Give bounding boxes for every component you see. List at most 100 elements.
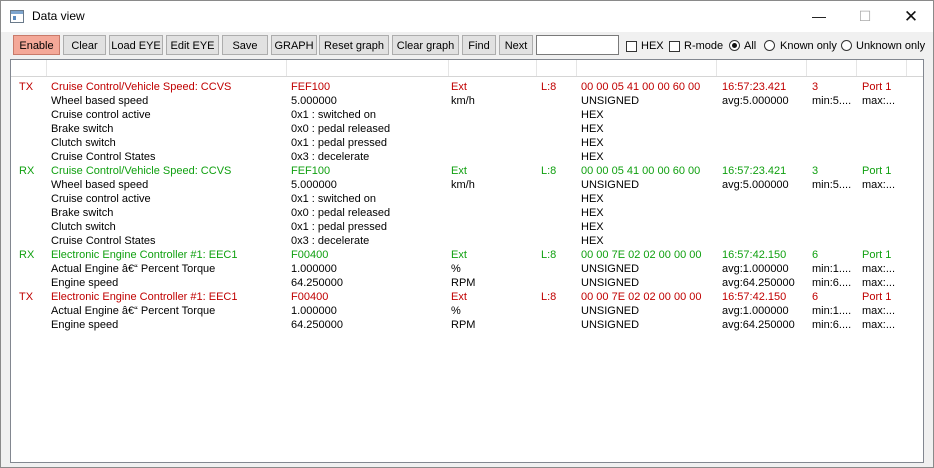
- message-row[interactable]: RX Electronic Engine Controller #1: EEC1 F…: [11, 248, 923, 262]
- value-cell: FEF100: [291, 165, 331, 177]
- filter-all-label: All: [744, 40, 757, 52]
- data-grid[interactable]: TX Cruise Control/Vehicle Speed: CCVS FEF1…: [10, 59, 924, 463]
- column-header-port[interactable]: [857, 60, 907, 76]
- save-button[interactable]: Save: [222, 35, 268, 55]
- signal-row[interactable]: Brake switch 0x0 : pedal released HEX: [11, 122, 923, 136]
- signal-row[interactable]: Engine speed 64.250000 RPM UNSIGNED avg:64.2…: [11, 318, 923, 332]
- column-header-length[interactable]: [537, 60, 577, 76]
- name-cell: Clutch switch: [51, 137, 116, 149]
- filter-known-only-radio[interactable]: [764, 40, 775, 51]
- load-eye-button[interactable]: Load EYE: [109, 35, 163, 55]
- value-cell: 0x0 : pedal released: [291, 123, 391, 135]
- reset-graph-button[interactable]: Reset graph: [319, 35, 389, 55]
- count-cell: 3: [812, 165, 819, 177]
- filter-unknown-only-radio[interactable]: [841, 40, 852, 51]
- r-mode-checkbox[interactable]: [669, 41, 680, 52]
- clear-graph-button[interactable]: Clear graph: [392, 35, 459, 55]
- name-cell: Brake switch: [51, 123, 114, 135]
- signal-row[interactable]: Cruise control active 0x1 : switched on HE…: [11, 108, 923, 122]
- time-cell: avg:5.000000: [722, 179, 789, 191]
- minimize-button[interactable]: —: [812, 8, 826, 24]
- unit-cell: RPM: [451, 319, 476, 331]
- search-input[interactable]: [536, 35, 619, 55]
- value-cell: 0x1 : pedal pressed: [291, 221, 388, 233]
- time-cell: 16:57:42.150: [722, 249, 787, 261]
- column-header-count[interactable]: [807, 60, 857, 76]
- column-header-time[interactable]: [717, 60, 807, 76]
- direction-cell: TX: [19, 291, 34, 303]
- count-cell: min:5....: [812, 95, 852, 107]
- port-cell: Port 1: [862, 291, 892, 303]
- signal-row[interactable]: Wheel based speed 5.000000 km/h UNSIGNED avg…: [11, 178, 923, 192]
- next-button[interactable]: Next: [499, 35, 533, 55]
- signal-row[interactable]: Cruise Control States 0x3 : decelerate HEX: [11, 234, 923, 248]
- port-cell: max:...: [862, 305, 896, 317]
- value-cell: F00400: [291, 291, 329, 303]
- signal-row[interactable]: Engine speed 64.250000 RPM UNSIGNED avg:64.2…: [11, 276, 923, 290]
- data-cell: HEX: [581, 207, 604, 219]
- name-cell: Cruise Control/Vehicle Speed: CCVS: [51, 165, 232, 177]
- close-button[interactable]: ✕: [903, 7, 919, 26]
- data-cell: UNSIGNED: [581, 179, 640, 191]
- data-cell: UNSIGNED: [581, 319, 640, 331]
- name-cell: Cruise Control States: [51, 235, 156, 247]
- message-row[interactable]: RX Cruise Control/Vehicle Speed: CCVS FEF1…: [11, 164, 923, 178]
- name-cell: Brake switch: [51, 207, 114, 219]
- data-cell: UNSIGNED: [581, 95, 640, 107]
- time-cell: avg:64.250000: [722, 277, 795, 289]
- window-title: Data view: [32, 9, 85, 23]
- signal-row[interactable]: Wheel based speed 5.000000 km/h UNSIGNED avg…: [11, 94, 923, 108]
- time-cell: 16:57:42.150: [722, 291, 787, 303]
- name-cell: Electronic Engine Controller #1: EEC1: [51, 249, 238, 261]
- clear-button[interactable]: Clear: [63, 35, 106, 55]
- port-cell: Port 1: [862, 249, 892, 261]
- data-cell: UNSIGNED: [581, 305, 640, 317]
- name-cell: Cruise Control States: [51, 151, 156, 163]
- length-cell: L:8: [541, 249, 557, 261]
- signal-row[interactable]: Brake switch 0x0 : pedal released HEX: [11, 206, 923, 220]
- port-cell: Port 1: [862, 81, 892, 93]
- name-cell: Engine speed: [51, 277, 119, 289]
- value-cell: 5.000000: [291, 179, 337, 191]
- unit-cell: Ext: [451, 165, 467, 177]
- data-cell: HEX: [581, 151, 604, 163]
- value-cell: 0x1 : switched on: [291, 109, 376, 121]
- column-header-name[interactable]: [47, 60, 287, 76]
- graph-button[interactable]: GRAPH: [271, 35, 317, 55]
- column-header-value[interactable]: [287, 60, 449, 76]
- signal-row[interactable]: Actual Engine â€“ Percent Torque 1.000000…: [11, 262, 923, 276]
- column-header-direction[interactable]: [11, 60, 47, 76]
- length-cell: L:8: [541, 291, 557, 303]
- data-cell: 00 00 05 41 00 00 60 00: [581, 165, 701, 177]
- hex-label: HEX: [641, 40, 664, 52]
- signal-row[interactable]: Cruise control active 0x1 : switched on HE…: [11, 192, 923, 206]
- unit-cell: Ext: [451, 81, 467, 93]
- column-header-data[interactable]: [577, 60, 717, 76]
- enable-button[interactable]: Enable: [13, 35, 60, 55]
- column-header-unit[interactable]: [449, 60, 537, 76]
- hex-checkbox[interactable]: [626, 41, 637, 52]
- edit-eye-button[interactable]: Edit EYE: [166, 35, 219, 55]
- value-cell: 1.000000: [291, 305, 337, 317]
- signal-row[interactable]: Clutch switch 0x1 : pedal pressed HEX: [11, 220, 923, 234]
- find-button[interactable]: Find: [462, 35, 496, 55]
- filter-all-radio[interactable]: [729, 40, 740, 51]
- signal-row[interactable]: Clutch switch 0x1 : pedal pressed HEX: [11, 136, 923, 150]
- value-cell: F00400: [291, 249, 329, 261]
- name-cell: Cruise control active: [51, 193, 151, 205]
- value-cell: 0x1 : pedal pressed: [291, 137, 388, 149]
- signal-row[interactable]: Cruise Control States 0x3 : decelerate HEX: [11, 150, 923, 164]
- data-cell: HEX: [581, 193, 604, 205]
- maximize-button[interactable]: ☐: [858, 8, 872, 24]
- value-cell: 0x1 : switched on: [291, 193, 376, 205]
- app-window-icon: [10, 10, 24, 23]
- value-cell: FEF100: [291, 81, 331, 93]
- filter-known-only-label: Known only: [780, 40, 837, 52]
- direction-cell: RX: [19, 249, 35, 261]
- r-mode-label: R-mode: [684, 40, 724, 52]
- count-cell: 6: [812, 249, 819, 261]
- value-cell: 0x3 : decelerate: [291, 151, 370, 163]
- signal-row[interactable]: Actual Engine â€“ Percent Torque 1.000000…: [11, 304, 923, 318]
- message-row[interactable]: TX Electronic Engine Controller #1: EEC1 F…: [11, 290, 923, 304]
- message-row[interactable]: TX Cruise Control/Vehicle Speed: CCVS FEF1…: [11, 80, 923, 94]
